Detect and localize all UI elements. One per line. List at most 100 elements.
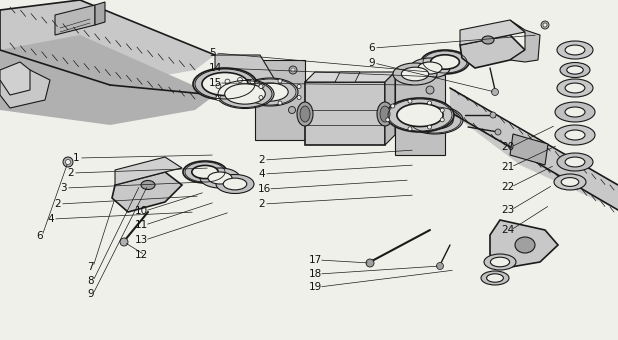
Ellipse shape <box>431 55 459 69</box>
Text: 21: 21 <box>501 162 514 172</box>
Ellipse shape <box>410 58 450 78</box>
Circle shape <box>66 159 70 165</box>
Text: 8: 8 <box>87 276 93 286</box>
Ellipse shape <box>561 177 579 186</box>
Circle shape <box>408 127 412 131</box>
Text: 18: 18 <box>309 269 322 279</box>
Text: 2: 2 <box>67 168 74 178</box>
Text: 23: 23 <box>501 205 514 215</box>
Ellipse shape <box>386 98 454 132</box>
Polygon shape <box>460 35 525 68</box>
Circle shape <box>250 79 255 84</box>
Text: 2: 2 <box>258 155 265 165</box>
Polygon shape <box>510 134 548 165</box>
Ellipse shape <box>141 181 155 189</box>
Circle shape <box>63 157 73 167</box>
Circle shape <box>543 23 547 27</box>
Ellipse shape <box>380 106 390 122</box>
Ellipse shape <box>567 66 583 74</box>
Circle shape <box>541 21 549 29</box>
Circle shape <box>259 96 263 100</box>
Ellipse shape <box>183 161 227 183</box>
Ellipse shape <box>377 102 393 126</box>
Circle shape <box>408 99 412 103</box>
Polygon shape <box>305 82 385 145</box>
Ellipse shape <box>407 106 463 134</box>
Ellipse shape <box>200 168 240 188</box>
Text: 10: 10 <box>135 206 148 216</box>
Ellipse shape <box>565 45 585 55</box>
Text: 2: 2 <box>54 199 61 209</box>
Ellipse shape <box>223 178 247 190</box>
Ellipse shape <box>225 84 265 104</box>
Circle shape <box>436 262 444 270</box>
Ellipse shape <box>557 153 593 171</box>
Circle shape <box>289 66 297 74</box>
Text: 14: 14 <box>209 63 222 73</box>
Polygon shape <box>335 72 360 82</box>
Circle shape <box>259 85 263 88</box>
Polygon shape <box>305 72 395 82</box>
Circle shape <box>297 96 301 100</box>
Text: 2: 2 <box>258 199 265 209</box>
Ellipse shape <box>555 125 595 145</box>
Ellipse shape <box>555 102 595 122</box>
Text: 13: 13 <box>135 235 148 245</box>
Ellipse shape <box>193 68 257 100</box>
Circle shape <box>289 106 295 114</box>
Ellipse shape <box>297 102 313 126</box>
Circle shape <box>495 129 501 135</box>
Ellipse shape <box>565 83 585 93</box>
Text: 20: 20 <box>501 142 514 152</box>
Text: 1: 1 <box>73 153 80 163</box>
Ellipse shape <box>417 111 453 129</box>
Ellipse shape <box>192 165 218 179</box>
Ellipse shape <box>484 254 516 270</box>
Ellipse shape <box>565 107 585 117</box>
Ellipse shape <box>242 78 298 106</box>
Circle shape <box>291 68 295 72</box>
Ellipse shape <box>557 41 593 59</box>
Polygon shape <box>460 20 525 45</box>
Ellipse shape <box>481 271 509 285</box>
Polygon shape <box>450 88 618 210</box>
Ellipse shape <box>557 79 593 97</box>
Ellipse shape <box>208 172 232 184</box>
Circle shape <box>278 101 282 105</box>
Polygon shape <box>510 20 540 62</box>
Ellipse shape <box>252 83 288 101</box>
Text: 11: 11 <box>135 220 148 230</box>
Text: 22: 22 <box>501 182 514 192</box>
Circle shape <box>490 112 496 118</box>
Text: 19: 19 <box>309 282 322 292</box>
Circle shape <box>391 104 395 108</box>
Text: 4: 4 <box>258 169 265 179</box>
Ellipse shape <box>397 103 443 126</box>
Ellipse shape <box>421 50 469 74</box>
Circle shape <box>428 101 431 105</box>
Ellipse shape <box>486 274 504 282</box>
Text: 5: 5 <box>209 48 216 58</box>
Text: 6: 6 <box>36 231 43 241</box>
Text: 9: 9 <box>87 289 93 299</box>
Text: 12: 12 <box>135 250 148 260</box>
Text: 24: 24 <box>501 225 514 235</box>
Ellipse shape <box>401 67 429 81</box>
Ellipse shape <box>565 130 585 140</box>
Ellipse shape <box>554 174 586 190</box>
Circle shape <box>491 88 499 96</box>
Ellipse shape <box>300 106 310 122</box>
Ellipse shape <box>216 80 274 108</box>
Ellipse shape <box>202 72 248 96</box>
Ellipse shape <box>491 257 510 267</box>
Circle shape <box>225 79 230 84</box>
Circle shape <box>120 238 128 246</box>
Circle shape <box>366 259 374 267</box>
Circle shape <box>237 78 242 83</box>
Circle shape <box>440 108 444 112</box>
Polygon shape <box>0 35 215 125</box>
Ellipse shape <box>515 237 535 253</box>
Text: 3: 3 <box>60 183 67 193</box>
Polygon shape <box>385 72 395 145</box>
Polygon shape <box>112 172 182 212</box>
